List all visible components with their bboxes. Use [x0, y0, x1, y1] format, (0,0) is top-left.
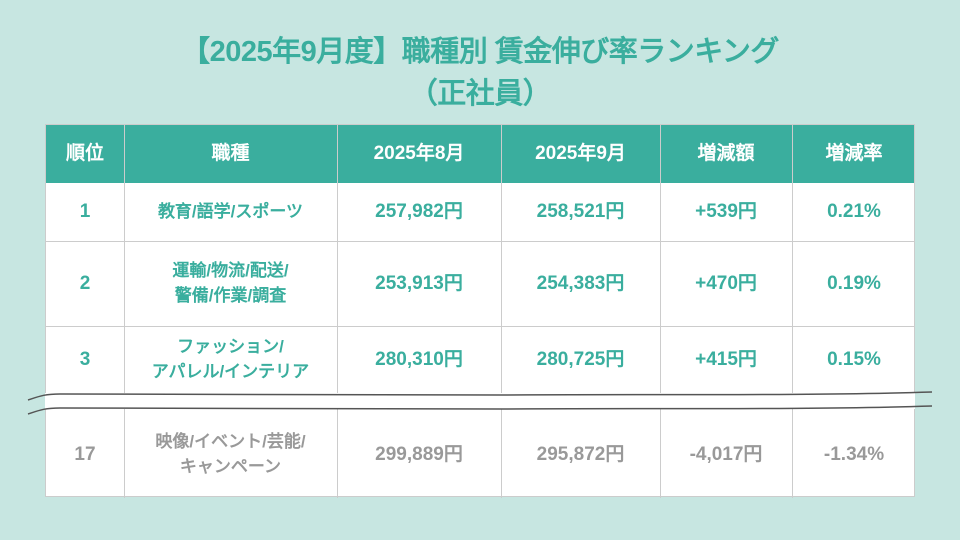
header-aug: 2025年8月 — [373, 143, 465, 165]
cell-aug: 253,913円 — [375, 272, 463, 294]
cell-sep: 295,872円 — [536, 443, 625, 465]
column-divider — [337, 125, 338, 498]
cell-sep: 254,383円 — [536, 272, 625, 294]
row-divider — [46, 326, 914, 327]
job-line: 映像/イベント/芸能/ — [155, 431, 306, 451]
cell-job: 運輸/物流/配送/警備/作業/調査 — [124, 241, 337, 326]
cell-job: 教育/語学/スポーツ — [124, 183, 337, 241]
cell-job: ファッション/アパレル/インテリア — [124, 326, 337, 394]
job-line: 教育/語学/スポーツ — [157, 201, 304, 221]
page-subtitle: （正社員） — [408, 78, 552, 110]
job-line: 警備/作業/調査 — [174, 285, 287, 305]
row-divider — [46, 241, 914, 242]
job-line: アパレル/インテリア — [151, 362, 310, 381]
cell-job: 映像/イベント/芸能/キャンペーン — [124, 411, 337, 498]
cell-rate: 0.15% — [827, 349, 881, 371]
header-sep: 2025年9月 — [535, 143, 626, 165]
cell-rank: 2 — [79, 272, 91, 294]
column-divider — [124, 125, 125, 498]
cell-rate: -1.34% — [823, 443, 885, 465]
header-rate: 増減率 — [825, 143, 883, 165]
table-break-lines — [27, 391, 933, 415]
column-divider — [501, 125, 502, 498]
cell-aug: 257,982円 — [375, 201, 463, 223]
cell-sep: 280,725円 — [536, 349, 625, 371]
cell-rate: 0.19% — [827, 272, 881, 294]
table-header — [46, 125, 914, 183]
cell-rank: 17 — [74, 443, 96, 465]
cell-diff: -4,017円 — [689, 443, 763, 465]
cell-aug: 280,310円 — [375, 349, 463, 371]
job-line: 運輸/物流/配送/ — [172, 260, 289, 280]
cell-rank: 1 — [79, 201, 91, 223]
column-divider — [660, 125, 661, 498]
job-line: キャンペーン — [179, 456, 282, 476]
job-line: ファッション/ — [177, 337, 284, 357]
header-job: 職種 — [211, 143, 250, 165]
column-divider — [792, 125, 793, 498]
cell-diff: +470円 — [695, 272, 757, 294]
cell-rank: 3 — [79, 349, 91, 371]
cell-diff: +415円 — [695, 349, 757, 371]
header-rank: 順位 — [65, 143, 104, 165]
cell-diff: +539円 — [695, 201, 757, 223]
cell-sep: 258,521円 — [536, 201, 625, 223]
header-diff: 増減額 — [697, 143, 755, 165]
cell-rate: 0.21% — [827, 201, 881, 223]
ranking-table: 順位 職種 2025年8月 2025年9月 増減額 増減率 1 教育/語学/スポーツ 257,9… — [45, 124, 915, 498]
cell-aug: 299,889円 — [375, 443, 463, 465]
page-title: 【2025年9月度】職種別 賃金伸び率ランキング — [181, 36, 779, 68]
